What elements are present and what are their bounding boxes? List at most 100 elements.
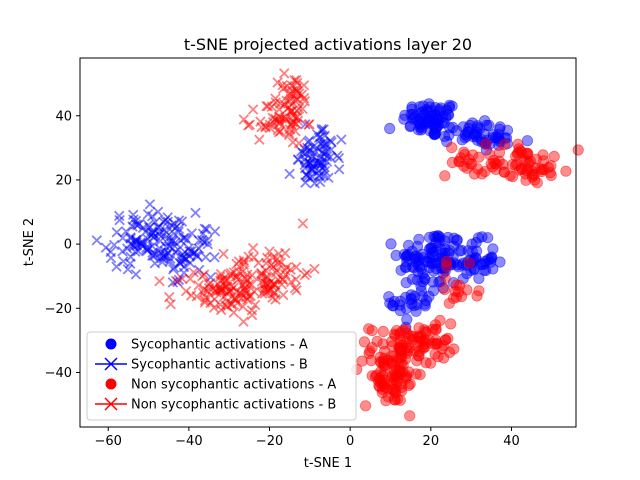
data-point (463, 257, 475, 269)
data-point (286, 119, 297, 131)
data-point (544, 167, 556, 179)
data-point (463, 153, 475, 165)
data-point (439, 170, 451, 182)
data-point (198, 269, 210, 280)
data-point (377, 355, 389, 367)
data-point (442, 109, 455, 121)
data-point (189, 246, 201, 258)
data-point (572, 144, 584, 156)
data-point (301, 267, 313, 279)
data-point (264, 122, 276, 134)
series-1 (383, 98, 534, 333)
data-point (414, 332, 426, 344)
data-point (309, 178, 320, 189)
data-point (473, 272, 485, 284)
data-point (285, 276, 297, 288)
data-point (358, 336, 370, 348)
data-point (175, 235, 186, 246)
y-tick-label: 0 (64, 238, 72, 253)
data-point (193, 280, 204, 291)
data-point (247, 104, 259, 115)
data-point (500, 132, 513, 144)
data-point (279, 247, 291, 259)
data-point (423, 261, 436, 274)
legend-box (86, 331, 357, 421)
data-point (529, 162, 541, 174)
data-point (487, 263, 499, 275)
data-point (497, 158, 509, 171)
data-point (414, 101, 426, 113)
data-point (356, 355, 368, 367)
data-point (480, 138, 492, 150)
data-point (537, 149, 549, 161)
data-point (309, 263, 320, 275)
data-point (425, 242, 437, 254)
legend-item: Non sycophantic activations - A (105, 378, 336, 393)
data-point (493, 146, 506, 158)
data-point (445, 318, 457, 330)
data-point (394, 327, 406, 339)
x-tick-label: −20 (256, 434, 283, 449)
data-point (105, 246, 116, 258)
data-point (400, 277, 412, 289)
data-point (442, 231, 454, 244)
data-point (427, 285, 440, 297)
data-point (165, 298, 176, 310)
data-point (446, 142, 458, 154)
data-point (274, 111, 285, 123)
data-point (127, 209, 139, 221)
data-point (448, 343, 460, 355)
data-point (284, 168, 295, 180)
data-point (387, 299, 399, 312)
data-point (117, 246, 128, 257)
data-point (319, 130, 331, 142)
data-point (321, 138, 333, 150)
data-point (450, 125, 463, 137)
data-point (461, 267, 473, 280)
data-point (158, 253, 169, 264)
y-tick-label: 40 (55, 109, 72, 124)
data-point (402, 249, 414, 261)
data-point (173, 215, 185, 226)
data-point (412, 266, 424, 278)
data-point (429, 319, 442, 331)
data-point (260, 257, 272, 269)
data-point (401, 313, 413, 325)
data-point (380, 395, 392, 407)
data-point (428, 129, 440, 141)
data-point (401, 250, 413, 262)
data-point (296, 89, 308, 100)
data-point (209, 226, 221, 237)
data-point (235, 292, 247, 304)
data-point (374, 381, 386, 393)
data-point (263, 285, 274, 297)
data-point (152, 206, 164, 218)
data-point (91, 235, 103, 246)
data-point (160, 241, 172, 253)
data-point (487, 132, 499, 144)
data-point (163, 233, 174, 244)
data-point (238, 283, 250, 294)
legend-item: Non sycophantic activations - B (95, 397, 336, 413)
data-point (438, 283, 451, 296)
data-point (170, 275, 182, 287)
data-point (249, 299, 261, 311)
data-point (454, 245, 466, 257)
data-point (246, 309, 258, 321)
data-point (292, 115, 304, 127)
data-point (396, 385, 408, 397)
data-point (478, 264, 490, 276)
data-point (256, 121, 267, 133)
data-point (169, 246, 181, 258)
data-point (366, 370, 378, 382)
data-point (377, 325, 389, 338)
x-tick-label: 0 (346, 434, 354, 449)
data-point (385, 238, 397, 250)
data-point (147, 250, 158, 261)
data-point (159, 224, 170, 236)
data-point (462, 245, 474, 257)
data-point (144, 199, 156, 210)
data-point (304, 135, 315, 146)
data-point (429, 348, 441, 360)
data-point (486, 161, 498, 173)
